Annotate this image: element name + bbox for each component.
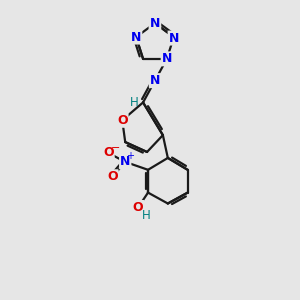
- Text: N: N: [169, 32, 179, 44]
- Text: N: N: [162, 52, 172, 65]
- Text: N: N: [120, 155, 130, 168]
- Text: N: N: [150, 17, 160, 30]
- Text: N: N: [150, 17, 160, 30]
- Text: O: O: [107, 170, 118, 183]
- Text: +: +: [126, 151, 134, 161]
- Text: N: N: [131, 31, 141, 44]
- Text: H: H: [130, 96, 139, 109]
- Text: −: −: [111, 143, 120, 153]
- Text: H: H: [142, 209, 150, 222]
- Text: O: O: [117, 114, 128, 127]
- Text: N: N: [150, 74, 160, 87]
- Text: O: O: [103, 146, 114, 160]
- Text: O: O: [133, 201, 143, 214]
